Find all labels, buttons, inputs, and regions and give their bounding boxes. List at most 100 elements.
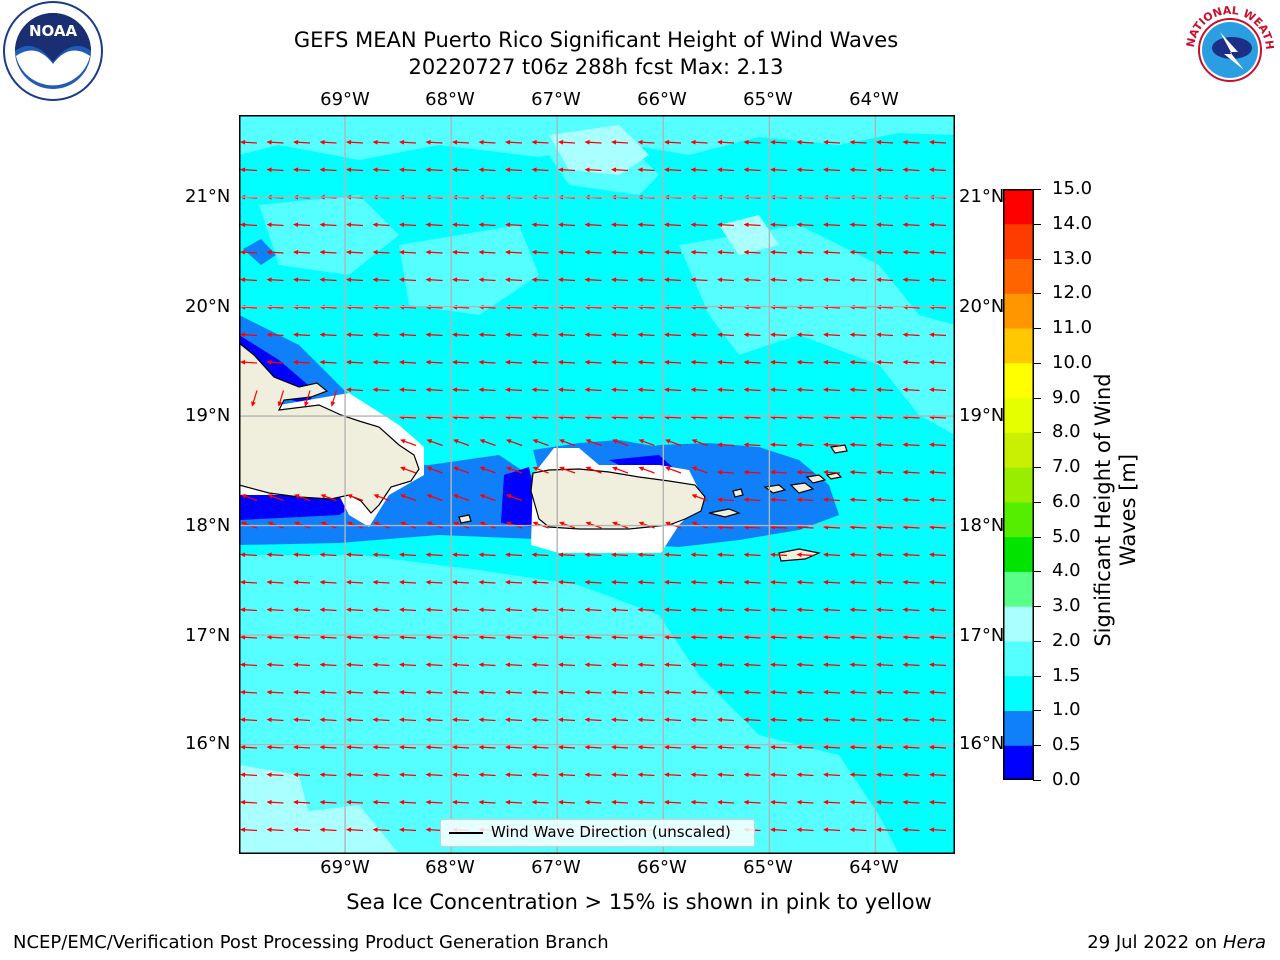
wave-direction-arrow [375,636,390,639]
lon-label: 67°W [531,89,581,110]
wave-direction-arrowhead [240,772,246,778]
footer-host: Hera [1222,932,1266,953]
wave-direction-arrow [799,471,814,474]
wave-direction-arrow [560,251,576,254]
wave-direction-arrowhead [876,277,882,283]
wave-direction-arrowhead [399,717,405,723]
wave-direction-arrowhead [372,359,378,365]
wave-direction-arrow [375,691,390,694]
wave-direction-arrow [640,719,655,722]
wave-direction-arrow [507,746,523,749]
wave-direction-arrow [666,361,682,364]
wave-direction-arrow [508,440,523,447]
wave-direction-arrowhead [717,689,723,695]
wave-direction-arrow [746,581,761,584]
wave-direction-arrowhead [849,167,855,173]
wave-direction-arrowhead [770,717,776,723]
wave-direction-arrow [825,361,841,364]
wave-direction-arrow [481,416,496,419]
wave-direction-arrow [905,251,920,254]
colorbar-tick-mark [1033,223,1041,225]
wave-direction-arrow [242,554,258,557]
wave-direction-arrow [693,251,708,254]
wave-direction-arrow [852,334,867,337]
wave-direction-arrow [878,774,894,777]
wave-direction-arrow [640,746,655,749]
wave-direction-arrowhead [717,634,723,640]
wave-direction-arrowhead [743,717,749,723]
wave-direction-arrow [534,224,549,227]
wave-direction-arrowhead [478,607,484,613]
colorbar-segment [1003,571,1034,607]
wave-direction-arrow [348,389,364,392]
wave-direction-arrow [746,554,761,557]
wave-direction-arrowhead [611,772,617,778]
wave-direction-arrow [852,141,867,144]
wave-direction-arrow [481,719,496,722]
wave-direction-arrow [560,636,576,639]
wave-direction-arrowhead [266,772,272,778]
wave-direction-arrow [719,691,735,694]
wave-direction-arrow [799,141,814,144]
wave-direction-arrowhead [823,497,829,503]
wave-direction-arrow [401,416,417,419]
wave-direction-arrowhead [346,579,352,585]
wave-direction-arrowhead [902,662,908,668]
wave-direction-arrow [401,251,417,254]
wave-direction-arrow [534,251,549,254]
wave-direction-arrowhead [770,497,776,503]
wave-direction-arrowhead [452,167,458,173]
wave-direction-arrow [825,251,841,254]
wave-direction-arrowhead [558,689,564,695]
wave-direction-arrowhead [637,332,643,338]
wave-direction-arrowhead [319,662,325,668]
wave-direction-arrowhead [531,689,537,695]
colorbar-tick-label: 5.0 [1052,525,1081,547]
wave-direction-arrowhead [372,799,378,805]
wave-direction-arrowhead [505,607,511,613]
wave-direction-arrow [931,719,947,722]
wave-direction-arrow [295,554,311,557]
wave-direction-arrow [295,691,311,694]
wave-direction-arrowhead [770,607,776,613]
wave-direction-arrow [666,636,682,639]
wave-direction-arrow [560,306,576,309]
wave-direction-arrow [560,774,576,777]
wave-direction-arrow [905,416,920,419]
wave-direction-arrowhead [293,772,299,778]
wave-direction-arrowhead [319,827,325,833]
wave-direction-arrow [878,361,894,364]
wave-direction-arrow [852,554,867,557]
wave-direction-arrow [772,581,788,584]
wave-direction-arrowhead [743,799,749,805]
wave-direction-arrow [428,774,443,777]
wave-direction-arrow [825,279,841,282]
wave-direction-arrowhead [902,579,908,585]
wave-direction-arrow [931,169,947,172]
wave-direction-arrowhead [319,579,325,585]
wave-direction-arrow [269,581,284,584]
anegada [829,444,848,454]
wave-direction-arrowhead [902,222,908,228]
wave-direction-arrowhead [876,744,882,750]
wave-direction-arrow [613,141,629,144]
wave-direction-arrow [931,251,947,254]
wave-direction-arrowhead [478,332,484,338]
wave-direction-arrowhead [876,387,882,393]
wave-direction-arrow [428,609,443,612]
wave-direction-arrow [401,169,417,172]
wave-direction-arrow [931,829,947,832]
wave-direction-arrowhead [319,552,325,558]
wave-direction-arrow [878,416,894,419]
wave-direction-arrow [269,636,284,639]
wave-direction-arrowhead [346,277,352,283]
wave-direction-arrow [429,467,443,474]
wave-direction-arrowhead [929,387,935,393]
wave-direction-arrow [507,279,523,282]
wave-direction-arrow [746,224,761,227]
wave-direction-arrow [746,609,761,612]
wave-direction-arrowhead [902,772,908,778]
wave-direction-arrow [401,636,417,639]
wave-direction-arrow [613,691,629,694]
wave-direction-arrow [348,801,364,804]
